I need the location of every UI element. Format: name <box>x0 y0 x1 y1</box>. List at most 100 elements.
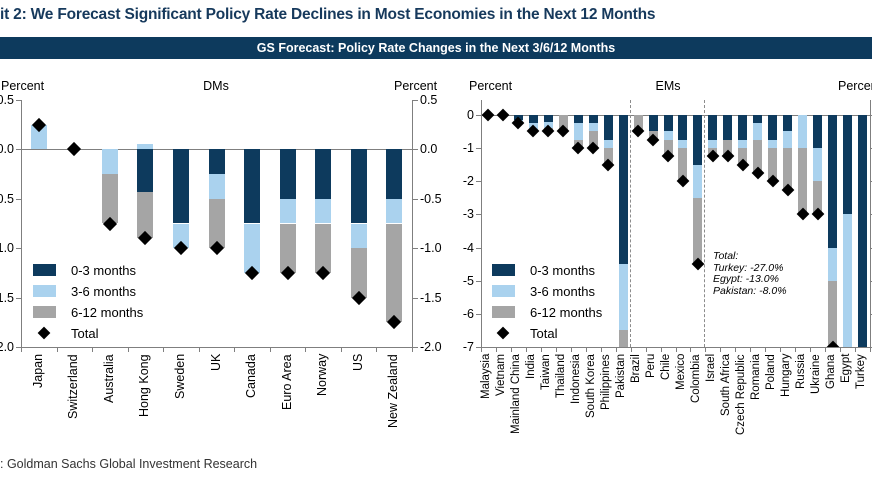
bar-segment-6-12-months <box>633 114 643 132</box>
x-tick-label: Vietnam <box>495 354 508 396</box>
bar-segment-3-6-months <box>738 139 748 149</box>
y-tick <box>413 347 418 348</box>
bar-segment-3-6-months <box>618 264 628 331</box>
x-tick <box>525 348 527 352</box>
group-separator <box>629 100 631 347</box>
bar-segment-3-6-months <box>386 198 403 224</box>
total-marker <box>67 142 82 157</box>
bar-segment-6-12-months <box>798 148 808 215</box>
total-marker <box>280 265 295 280</box>
x-tick-label: Hong Kong <box>137 354 152 417</box>
total-marker <box>691 257 705 271</box>
axis-right <box>412 100 413 347</box>
bar-segment-0-3-months <box>768 114 778 140</box>
y-tick-label: -2 <box>462 174 474 189</box>
y-tick <box>476 313 481 315</box>
x-tick <box>630 348 632 352</box>
bar-segment-0-3-months <box>693 114 703 165</box>
em-axis-title-right: Percent <box>838 79 872 93</box>
bar-segment-3-6-months <box>813 148 823 182</box>
x-tick-label: New Zealand <box>386 354 401 428</box>
legend-swatch-light_blue <box>492 285 515 297</box>
bar-segment-6-12-months <box>828 280 838 347</box>
bar-segment-0-3-months <box>738 114 748 140</box>
y-tick <box>476 247 481 249</box>
bar-segment-3-6-months <box>693 164 703 198</box>
x-tick-label: Colombia <box>689 354 702 403</box>
x-tick-label: Malaysia <box>480 354 493 400</box>
bar-segment-0-3-months <box>543 114 553 122</box>
total-marker <box>482 108 495 122</box>
x-tick <box>735 348 737 352</box>
total-marker <box>766 174 780 188</box>
x-tick <box>690 348 692 352</box>
x-tick-label: Mexico <box>674 354 687 391</box>
x-tick <box>570 348 572 352</box>
y-tick <box>413 149 418 151</box>
bar-segment-0-3-months <box>828 114 838 248</box>
y-tick <box>413 198 418 200</box>
y-tick-label: -7 <box>462 340 474 354</box>
legend-total-diamond-icon <box>37 326 51 340</box>
total-marker <box>676 174 690 188</box>
em-axis-title-left: Percent <box>469 79 513 93</box>
bar-segment-3-6-months <box>30 124 47 150</box>
bar-segment-6-12-months <box>663 139 673 157</box>
y-tick-label: -4 <box>462 240 474 255</box>
bar-segment-0-3-months <box>244 149 261 224</box>
x-tick <box>412 348 413 352</box>
x-tick-label: Indonesia <box>570 354 583 404</box>
legend-swatch-light_blue <box>33 285 56 297</box>
bar-segment-6-12-months <box>708 148 718 157</box>
x-tick-label: Chile <box>660 354 673 381</box>
bar-segment-0-3-months <box>603 114 613 140</box>
x-tick <box>234 348 236 352</box>
legend-swatch-navy <box>492 264 515 276</box>
bar-segment-3-6-months <box>543 121 553 129</box>
x-tick <box>481 348 482 352</box>
bar-segment-0-3-months <box>172 149 189 224</box>
total-marker <box>497 108 510 122</box>
bar-segment-3-6-months <box>279 198 296 224</box>
bar-segment-6-12-months <box>648 131 658 140</box>
bar-segment-6-12-months <box>573 139 583 149</box>
x-tick-label: Australia <box>101 354 116 403</box>
x-tick <box>750 348 752 352</box>
legend-label: 0-3 months <box>530 263 596 278</box>
y-tick-label: -1 <box>462 141 474 156</box>
bar-segment-0-3-months <box>858 114 868 347</box>
annotation-line: Pakistan: -8.0% <box>713 284 787 297</box>
bar-segment-6-12-months <box>723 139 733 157</box>
legend-total-diamond-icon <box>496 326 510 340</box>
annotation-line: Turkey: -27.0% <box>713 261 784 274</box>
total-marker <box>631 125 645 138</box>
total-marker <box>173 241 189 256</box>
y-tick <box>413 248 418 250</box>
bar-segment-0-3-months <box>386 149 403 199</box>
total-marker <box>646 133 660 147</box>
bar-segment-3-6-months <box>528 123 538 132</box>
annotation-line: Total: <box>713 250 739 262</box>
total-marker <box>556 125 570 138</box>
x-tick-label: Switzerland <box>66 354 81 419</box>
bar-segment-3-6-months <box>663 131 673 140</box>
x-tick <box>56 348 58 352</box>
total-marker <box>736 158 750 172</box>
x-tick-label: Canada <box>244 354 259 398</box>
total-marker <box>811 208 824 221</box>
bar-segment-6-12-months <box>813 181 823 215</box>
x-tick-label: Poland <box>764 354 777 390</box>
x-tick <box>495 348 497 352</box>
legend-label: Total <box>71 326 99 341</box>
x-tick-label: Romania <box>749 354 762 401</box>
bar-segment-0-3-months <box>783 114 793 132</box>
x-tick-label: Sweden <box>172 354 187 400</box>
x-tick-label: Mainland China <box>510 354 523 434</box>
y-tick-label: 0.5 <box>420 93 438 107</box>
x-tick-label: Hungary <box>779 354 792 398</box>
bar-segment-6-12-months <box>693 197 703 265</box>
group-separator <box>704 100 706 347</box>
total-marker <box>586 141 600 155</box>
